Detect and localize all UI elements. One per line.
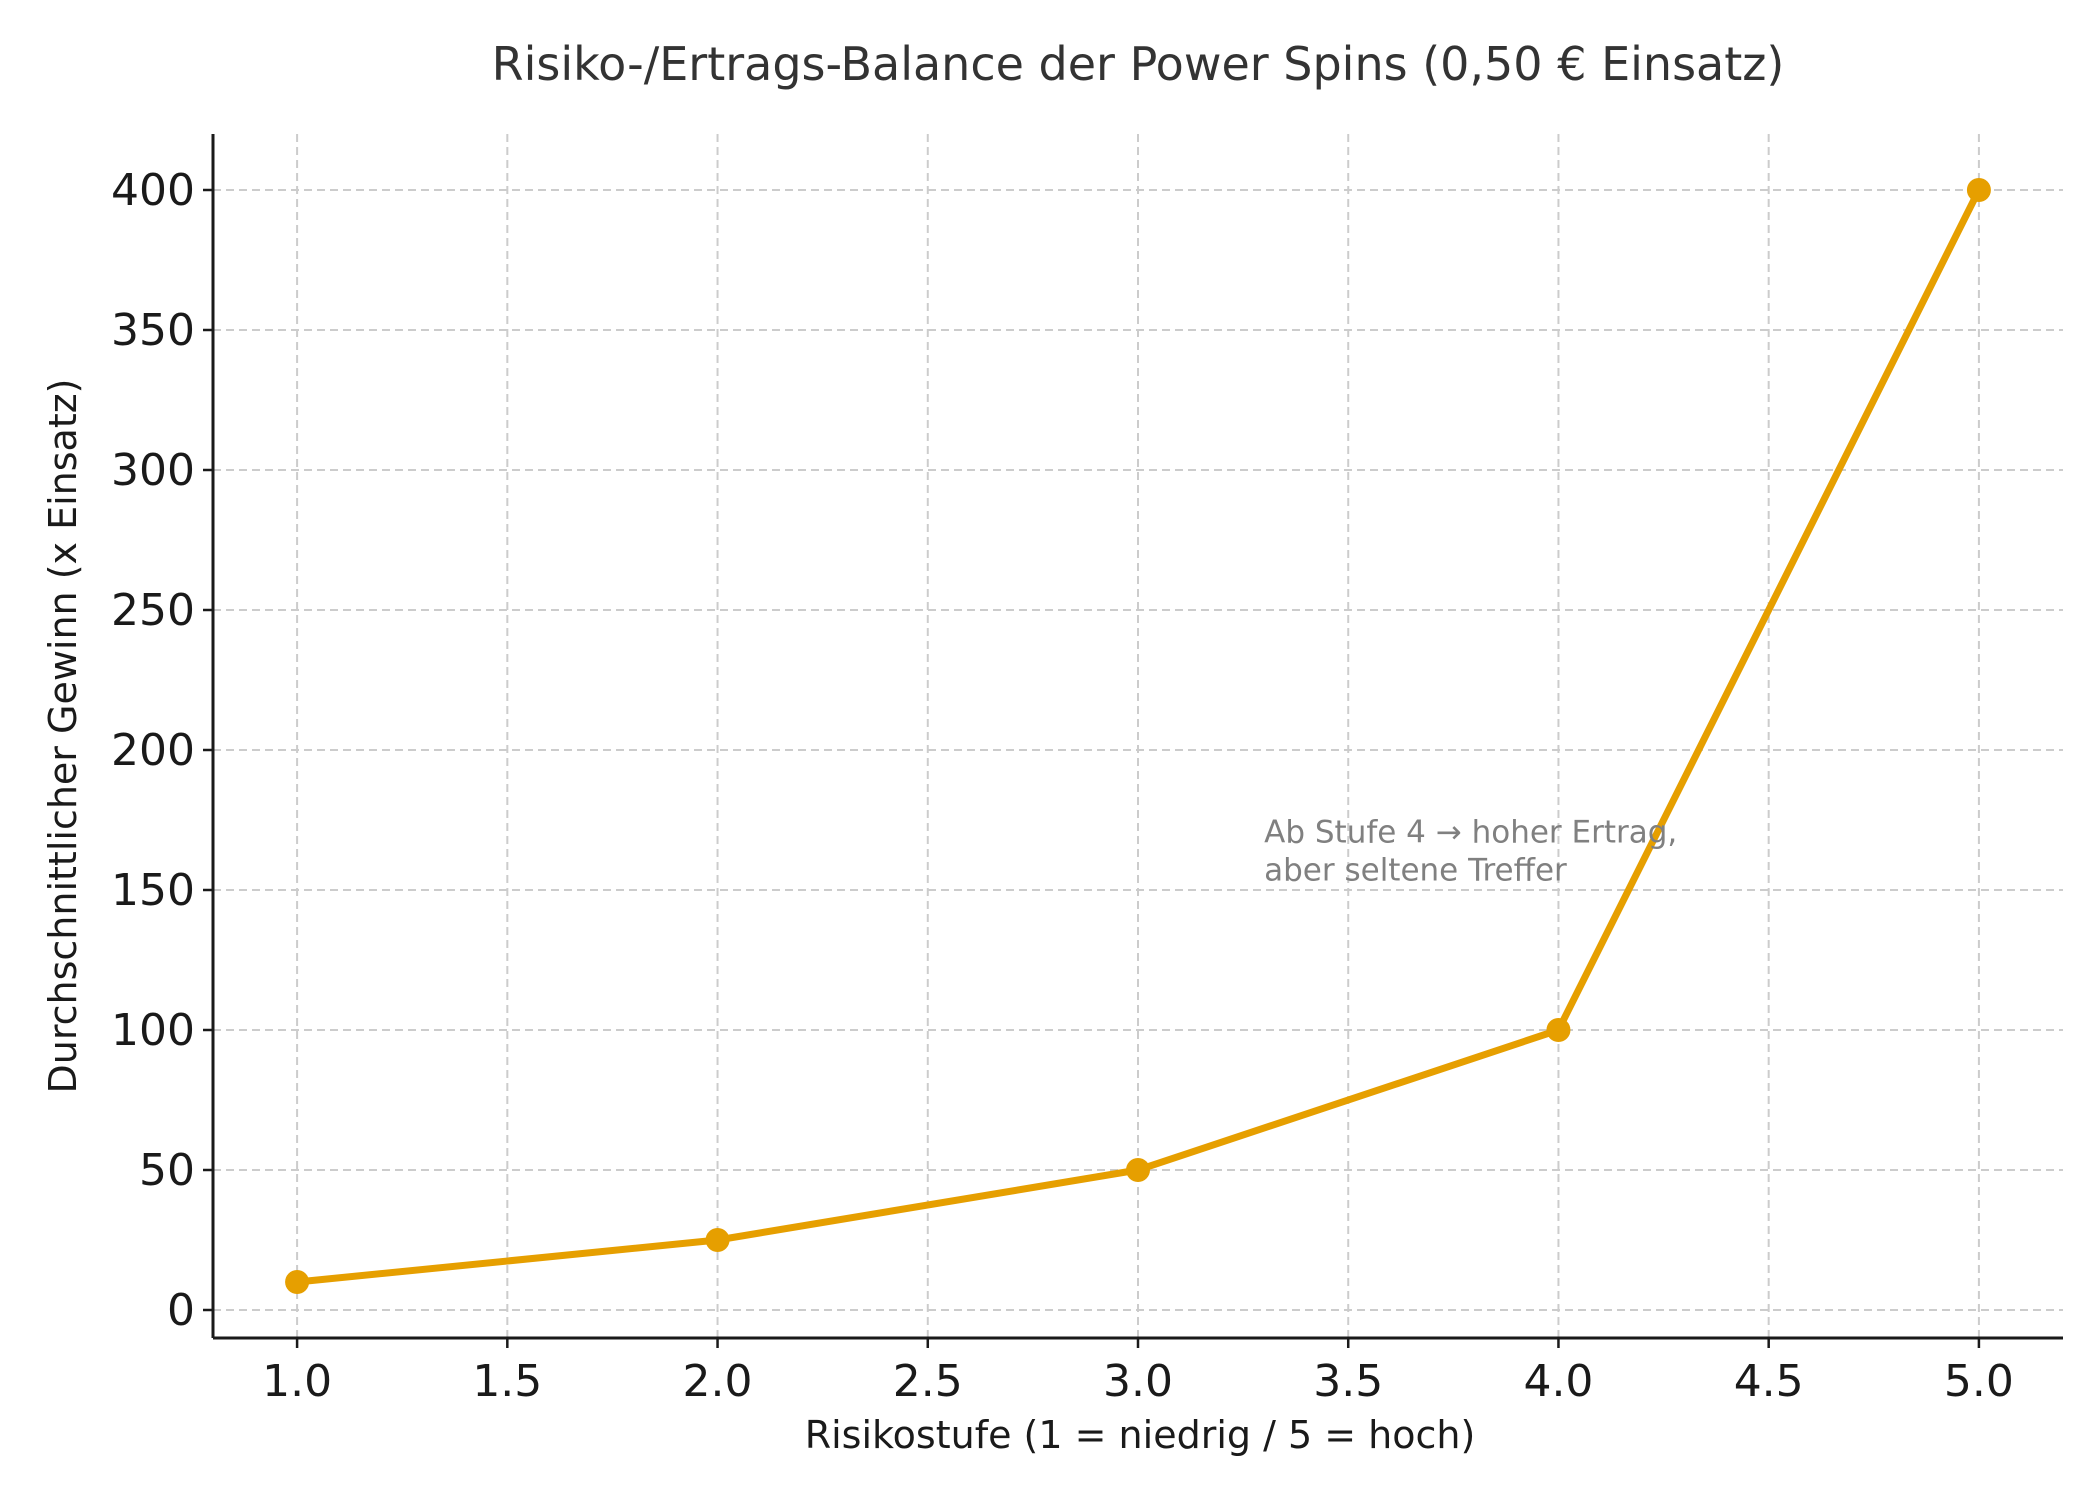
y-tick-label: 200 xyxy=(111,725,195,776)
data-point xyxy=(705,1228,730,1252)
x-tick-label: 5.0 xyxy=(1944,1356,2014,1407)
series xyxy=(285,178,1991,1294)
annotation-text: Ab Stufe 4 → hoher Ertrag, xyxy=(1264,814,1677,850)
x-tick-label: 4.5 xyxy=(1734,1356,1804,1407)
x-tick-label: 2.0 xyxy=(683,1356,753,1407)
data-point xyxy=(1126,1158,1150,1182)
y-tick-label: 400 xyxy=(111,165,195,216)
labels: Risiko-/Ertrags-Balance der Power Spins … xyxy=(41,37,1784,1457)
y-tick-label: 250 xyxy=(111,585,195,636)
chart-title: Risiko-/Ertrags-Balance der Power Spins … xyxy=(492,37,1785,91)
data-point xyxy=(1546,1018,1571,1042)
annotation-text: aber seltene Treffer xyxy=(1264,852,1567,888)
data-point xyxy=(1966,178,1991,202)
axes: 1.0 1.5 2.0 2.5 3.0 3.5 4.0 4.5 5.0 0 50 100 150 200 2… xyxy=(111,134,2063,1407)
y-tick-label: 150 xyxy=(111,865,195,916)
y-axis-label: Durchschnittlicher Gewinn (x Einsatz) xyxy=(41,378,85,1093)
x-tick-label: 1.0 xyxy=(262,1356,332,1407)
y-tick-label: 350 xyxy=(111,305,195,356)
x-tick-label: 4.0 xyxy=(1523,1356,1593,1407)
x-tick-label: 3.5 xyxy=(1313,1356,1383,1407)
grid xyxy=(213,134,2063,1338)
y-tick-label: 0 xyxy=(167,1285,195,1336)
x-tick-label: 2.5 xyxy=(893,1356,963,1407)
y-tick-label: 300 xyxy=(111,445,195,496)
y-tick-label: 100 xyxy=(111,1005,195,1056)
data-point xyxy=(285,1270,310,1294)
y-tick-label: 50 xyxy=(139,1145,195,1196)
x-tick-label: 1.5 xyxy=(472,1356,542,1407)
x-axis-label: Risikostufe (1 = niedrig / 5 = hoch) xyxy=(805,1413,1476,1457)
x-tick-label: 3.0 xyxy=(1103,1356,1173,1407)
